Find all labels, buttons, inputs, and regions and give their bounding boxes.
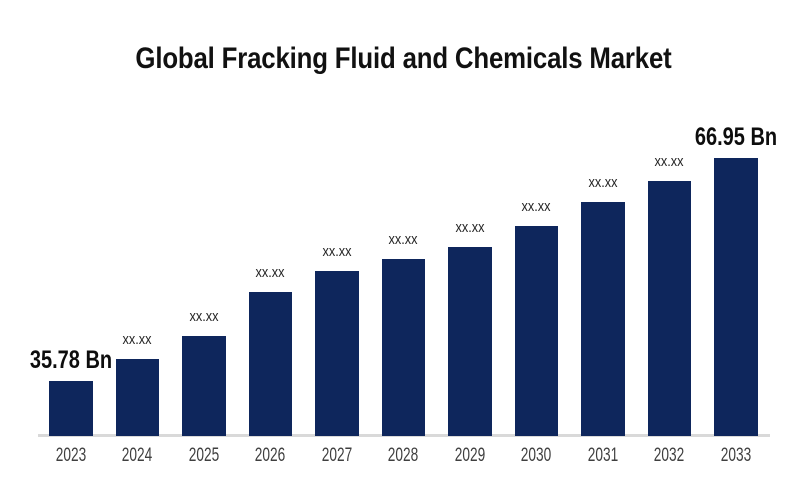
bar-2024: [115, 359, 159, 436]
x-axis-tick-2024: 2024: [122, 445, 153, 466]
x-axis-tick-2023: 2023: [55, 445, 86, 466]
bar-value-label-2032: xx.xx: [654, 153, 684, 170]
x-axis-tick-2028: 2028: [388, 445, 419, 466]
bar-2025: [182, 336, 226, 436]
bar-2029: [448, 247, 492, 436]
bar-2026: [248, 292, 292, 436]
bar-value-label-2025: xx.xx: [189, 308, 219, 325]
bar-value-label-2024: xx.xx: [122, 331, 152, 348]
bar-2028: [381, 259, 425, 436]
bar-2030: [514, 226, 558, 436]
x-axis-tick-2032: 2032: [654, 445, 685, 466]
x-axis-tick-2029: 2029: [454, 445, 485, 466]
x-axis-tick-2025: 2025: [188, 445, 219, 466]
x-axis-tick-2031: 2031: [587, 445, 618, 466]
bar-2032: [647, 181, 691, 436]
bar-2031: [581, 202, 625, 436]
x-axis-tick-2033: 2033: [720, 445, 751, 466]
x-axis-tick-2027: 2027: [321, 445, 352, 466]
bar-2023: [49, 381, 93, 436]
bar-value-label-2030: xx.xx: [521, 198, 551, 215]
bar-value-label-2026: xx.xx: [255, 264, 285, 281]
chart-title: Global Fracking Fluid and Chemicals Mark…: [135, 42, 672, 75]
bar-value-label-2029: xx.xx: [455, 219, 485, 236]
x-axis-tick-2030: 2030: [521, 445, 552, 466]
bar-value-label-2033: 66.95 Bn: [694, 123, 777, 151]
bar-2027: [315, 271, 359, 436]
bar-value-label-2028: xx.xx: [388, 231, 418, 248]
bar-2033: [714, 158, 758, 436]
bar-value-label-2027: xx.xx: [322, 243, 352, 260]
bar-value-label-2023: 35.78 Bn: [29, 346, 112, 374]
x-axis-tick-2026: 2026: [255, 445, 286, 466]
bar-value-label-2031: xx.xx: [588, 174, 618, 191]
